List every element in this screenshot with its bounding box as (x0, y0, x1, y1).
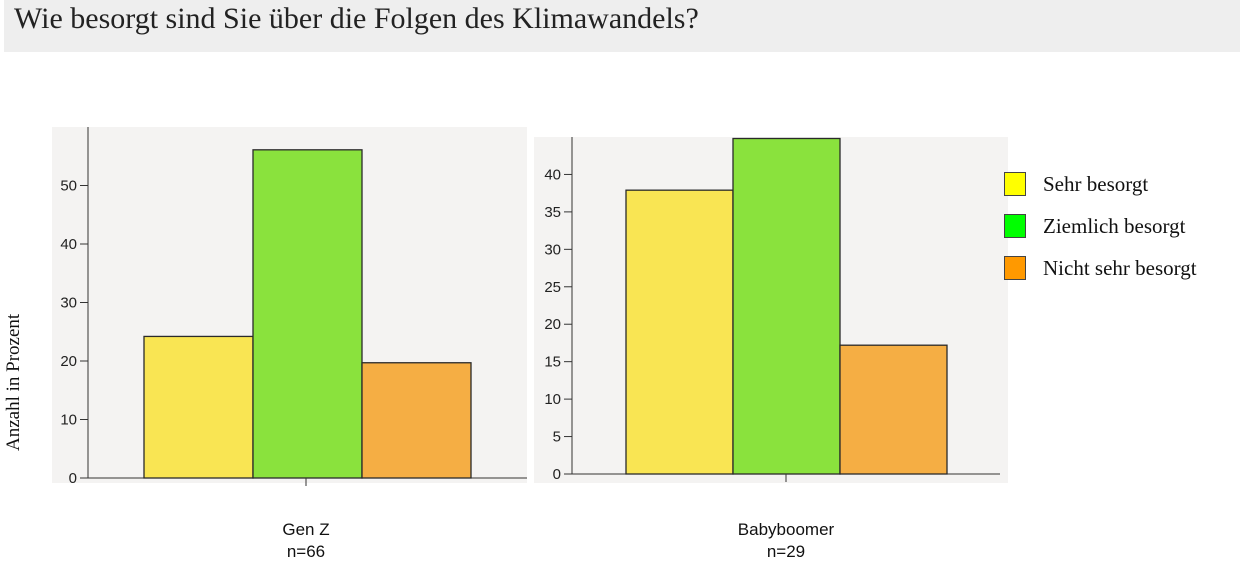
y-tick-label: 50 (60, 178, 77, 195)
y-tick-label: 15 (544, 354, 561, 371)
bar-ziemlich-besorgt (252, 149, 363, 479)
bar-ziemlich-besorgt (732, 137, 841, 475)
bar-sehr-besorgt (625, 189, 734, 475)
category-label: Babyboomer (738, 520, 835, 539)
legend: Sehr besorgt Ziemlich besorgt Nicht sehr… (1004, 170, 1197, 296)
bar-nicht-sehr-besorgt (361, 362, 472, 479)
legend-item-sehr: Sehr besorgt (1004, 170, 1197, 198)
bar-sehr-besorgt (143, 335, 254, 479)
legend-item-nicht: Nicht sehr besorgt (1004, 254, 1197, 282)
y-tick-label: 10 (60, 412, 77, 429)
y-tick-label: 35 (544, 204, 561, 221)
bar-nicht-sehr-besorgt (839, 344, 948, 475)
y-tick-label: 5 (553, 429, 561, 446)
legend-swatch-nicht (1004, 256, 1026, 280)
panel-babyboomer: 0 5 10 15 20 25 30 35 40 Babyboomer n=29 (534, 137, 1008, 561)
legend-swatch-sehr (1004, 172, 1026, 196)
legend-label: Sehr besorgt (1043, 171, 1149, 196)
y-tick-label: 30 (544, 241, 561, 258)
y-tick-label: 40 (60, 236, 77, 253)
y-tick-label: 30 (60, 295, 77, 312)
category-label: Gen Z (282, 520, 329, 539)
y-tick-label: 20 (60, 353, 77, 370)
y-tick-label: 20 (544, 316, 561, 333)
panel-gen-z: 0 10 20 30 40 50 Gen Z n=66 (52, 127, 527, 561)
y-tick-label: 0 (553, 466, 561, 483)
sample-size-label: n=29 (767, 542, 805, 561)
legend-label: Ziemlich besorgt (1043, 213, 1186, 238)
legend-item-ziemlich: Ziemlich besorgt (1004, 212, 1197, 240)
y-tick-label: 10 (544, 391, 561, 408)
sample-size-label: n=66 (287, 542, 325, 561)
title-bar: Wie besorgt sind Sie über die Folgen des… (4, 0, 1240, 52)
legend-label: Nicht sehr besorgt (1043, 255, 1197, 280)
y-tick-label: 25 (544, 279, 561, 296)
y-tick-label: 40 (544, 166, 561, 183)
y-tick-label: 0 (69, 470, 77, 487)
chart-title: Wie besorgt sind Sie über die Folgen des… (14, 2, 699, 35)
legend-swatch-ziemlich (1004, 214, 1026, 238)
